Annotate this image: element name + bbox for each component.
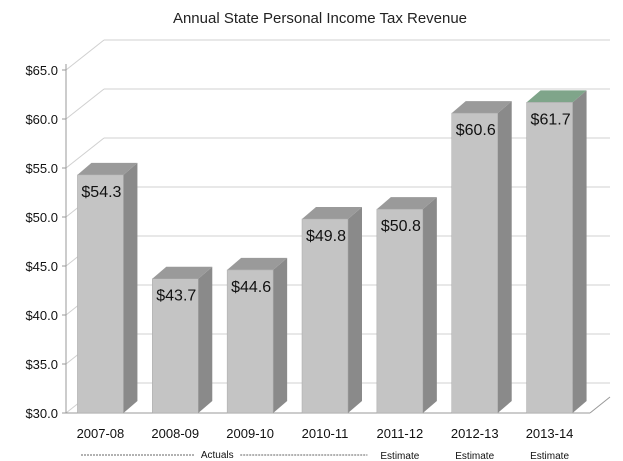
bar-group	[451, 101, 512, 414]
x-tick-label: 2009-10	[226, 426, 274, 441]
labels-layer: $30.0 $35.0 $40.0 $45.0 $50.0 $55.0 $60.0 $65.0…	[25, 63, 573, 461]
x-axis-depth-line	[589, 396, 611, 414]
y-tick-label: $50.0	[25, 210, 58, 225]
bar-group	[226, 257, 288, 414]
bar	[226, 269, 274, 414]
bar-top	[302, 206, 362, 219]
bar	[451, 112, 498, 414]
bar-group	[152, 266, 213, 414]
bar-side	[198, 266, 213, 413]
y-tick-label: $30.0	[25, 406, 58, 421]
bar	[526, 102, 573, 414]
bar-group	[376, 197, 437, 414]
bar-top	[152, 266, 213, 279]
bar-side	[497, 101, 512, 414]
bar-group	[301, 206, 362, 414]
y-tick-label: $45.0	[25, 259, 58, 274]
y-tick-label: $55.0	[25, 161, 58, 176]
bar-side	[422, 197, 437, 413]
data-label: $50.8	[381, 218, 421, 235]
x-tick-label: 2010-11	[302, 426, 349, 441]
bar-side	[348, 206, 362, 413]
actuals-label: Actuals	[201, 450, 234, 461]
bar-side	[273, 257, 288, 413]
bar	[152, 278, 199, 414]
bars-layer	[77, 90, 587, 414]
data-label: $61.7	[531, 111, 571, 128]
bar-top	[227, 257, 288, 270]
bar-side	[123, 162, 138, 413]
bar	[77, 174, 124, 414]
gridline-depth	[65, 137, 105, 169]
bar	[301, 218, 349, 414]
bar-top	[526, 90, 587, 103]
bar-top	[77, 162, 138, 175]
y-tick-label: $40.0	[25, 308, 58, 323]
x-tick-label: 2012-13	[451, 426, 499, 441]
x-tick-label: 2007-08	[77, 426, 125, 441]
data-label: $49.8	[306, 228, 346, 245]
estimate-label: Estimate	[380, 451, 419, 461]
y-tick-label: $35.0	[25, 357, 58, 372]
bar-group	[526, 90, 587, 414]
x-tick-label: 2008-09	[151, 426, 199, 441]
bar	[376, 208, 424, 414]
data-label: $60.6	[456, 122, 496, 139]
estimate-label: Estimate	[455, 451, 494, 461]
gridline-depth	[65, 39, 105, 71]
x-tick-label: 2013-14	[526, 426, 574, 441]
data-label: $54.3	[81, 184, 121, 201]
chart-title: Annual State Personal Income Tax Revenue	[173, 10, 467, 27]
gridline-depth	[65, 88, 105, 120]
y-tick-label: $65.0	[25, 63, 58, 78]
x-tick-label: 2011-12	[376, 426, 423, 441]
data-label: $44.6	[231, 279, 271, 296]
bar-top	[451, 101, 512, 114]
bar-group	[77, 162, 138, 414]
y-tick-label: $60.0	[25, 112, 58, 127]
estimate-label: Estimate	[530, 451, 569, 461]
bar-top	[376, 197, 437, 210]
data-label: $43.7	[156, 288, 196, 305]
bar-side	[572, 90, 587, 413]
